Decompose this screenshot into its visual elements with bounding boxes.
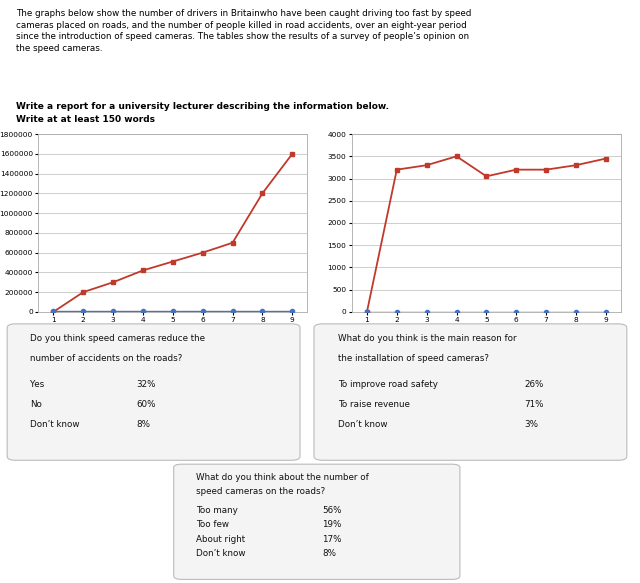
Text: 19%: 19% [323,521,342,529]
Text: 56%: 56% [323,506,342,515]
Text: No: No [29,400,42,409]
Text: 32%: 32% [137,380,156,389]
Text: 60%: 60% [137,400,156,409]
Text: 8%: 8% [323,549,336,558]
Text: Don’t know: Don’t know [196,549,245,558]
Text: To raise revenue: To raise revenue [338,400,410,409]
Text: 71%: 71% [525,400,544,409]
Text: 17%: 17% [323,535,342,544]
Text: Don’t know: Don’t know [29,420,79,429]
Text: 3%: 3% [525,420,538,429]
FancyBboxPatch shape [173,464,460,580]
Text: Too many: Too many [196,506,237,515]
Text: Write a report for a university lecturer describing the information below.
Write: Write a report for a university lecturer… [16,102,389,124]
Text: number of accidents on the roads?: number of accidents on the roads? [29,354,182,363]
Text: speed cameras on the roads?: speed cameras on the roads? [196,487,325,496]
Text: To improve road safety: To improve road safety [338,380,438,389]
Text: 8%: 8% [137,420,150,429]
Text: the installation of speed cameras?: the installation of speed cameras? [338,354,489,363]
Text: The graphs below show the number of drivers in Britainwho have been caught drivi: The graphs below show the number of driv… [16,9,472,53]
Text: Do you think speed cameras reduce the: Do you think speed cameras reduce the [29,335,205,343]
Text: Yes: Yes [29,380,44,389]
Text: 26%: 26% [525,380,544,389]
FancyBboxPatch shape [7,324,300,461]
Text: Don’t know: Don’t know [338,420,388,429]
FancyBboxPatch shape [314,324,627,461]
Text: What do you think about the number of: What do you think about the number of [196,473,369,482]
Text: About right: About right [196,535,245,544]
Text: What do you think is the main reason for: What do you think is the main reason for [338,335,516,343]
Text: Too few: Too few [196,521,228,529]
